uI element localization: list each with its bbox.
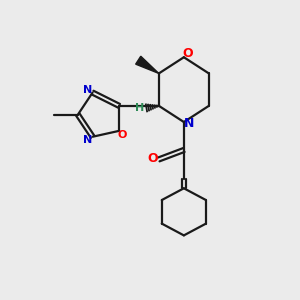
Text: O: O: [118, 130, 127, 140]
Text: H: H: [135, 103, 145, 113]
Text: O: O: [182, 47, 193, 60]
Polygon shape: [136, 56, 159, 74]
Text: N: N: [184, 117, 194, 130]
Text: N: N: [83, 85, 92, 94]
Text: N: N: [83, 135, 92, 145]
Text: O: O: [147, 152, 158, 165]
